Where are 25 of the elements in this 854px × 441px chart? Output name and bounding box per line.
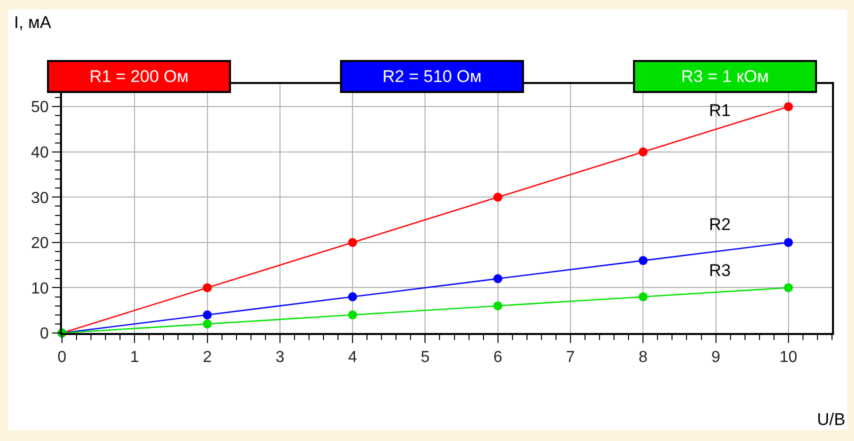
x-tick-label: 2	[202, 349, 212, 366]
x-tick-label: 7	[566, 349, 576, 366]
x-tick-label: 10	[780, 349, 798, 366]
y-tick-label: 50	[31, 99, 49, 116]
x-tick-label: 8	[638, 349, 648, 366]
text: R1 = 200 Ом	[89, 67, 189, 86]
x-tick-label: 1	[130, 349, 140, 366]
annotation: R3	[709, 261, 731, 280]
x-axis-title: U/B	[817, 410, 846, 429]
x-tick-label: 9	[711, 349, 720, 366]
annotation: R2	[709, 215, 731, 234]
y-tick-label: 20	[31, 235, 49, 252]
x-tick-label: 6	[493, 349, 502, 366]
y-tick-label: 10	[31, 280, 49, 298]
x-tick-label: 0	[58, 349, 67, 366]
x-tick-label: 3	[275, 349, 284, 366]
y-tick-label: 0	[40, 326, 49, 343]
y-tick-label: 30	[31, 190, 49, 207]
y-axis-title: I, мА	[14, 13, 52, 32]
text: R3 = 1 кОм	[681, 67, 769, 86]
x-tick-label: 5	[420, 349, 430, 366]
x-tick-label: 4	[348, 349, 358, 366]
y-tick-label: 40	[31, 144, 49, 162]
annotation: R1	[709, 101, 731, 120]
text: R2 = 510 Ом	[382, 67, 482, 86]
